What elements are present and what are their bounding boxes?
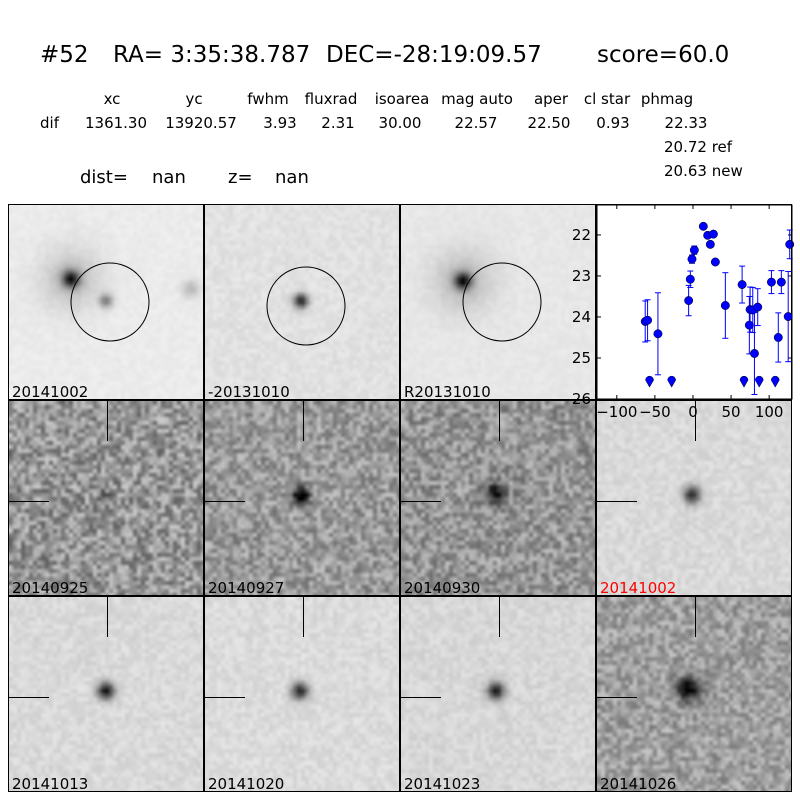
stamp-label: 20140927 xyxy=(208,579,285,596)
ra-value: RA= 3:35:38.787 xyxy=(113,42,311,68)
crosshair-vertical xyxy=(695,401,696,441)
stamp-image: 20140930 xyxy=(400,400,596,596)
stamp-image: 20141002 xyxy=(8,204,204,400)
stamp-label: 20141026 xyxy=(600,775,677,792)
stamp-image: -20131010 xyxy=(204,204,400,400)
col-header: phmag xyxy=(640,90,694,108)
crosshair-vertical xyxy=(303,401,304,441)
stamp-image: 20141002 xyxy=(596,400,792,596)
crosshair-horizontal xyxy=(9,501,49,502)
dec-value: DEC=-28:19:09.57 xyxy=(326,42,542,68)
new-mag: 20.63 new xyxy=(664,162,743,180)
cell-value: 22.33 xyxy=(664,114,708,132)
col-header: fwhm xyxy=(247,90,289,108)
col-header: fluxrad xyxy=(304,90,358,108)
crosshair-horizontal xyxy=(597,697,637,698)
col-header: mag auto xyxy=(441,90,513,108)
score-value: score=60.0 xyxy=(597,42,730,68)
aperture-circle xyxy=(266,266,346,346)
cell-value: 30.00 xyxy=(378,114,422,132)
crosshair-vertical xyxy=(499,597,500,637)
crosshair-horizontal xyxy=(205,501,245,502)
dist-value: nan xyxy=(152,167,186,188)
crosshair-vertical xyxy=(499,401,500,441)
stamp-label: 20141002 xyxy=(12,383,89,400)
crosshair-horizontal xyxy=(597,501,637,502)
stamp-label: R20131010 xyxy=(404,383,491,400)
z-value: nan xyxy=(275,167,309,188)
stamp-image: R20131010 xyxy=(400,204,596,400)
aperture-circle xyxy=(462,262,542,342)
crosshair-vertical xyxy=(107,597,108,637)
col-header: xc xyxy=(103,90,121,108)
crosshair-vertical xyxy=(107,401,108,441)
row-label: dif xyxy=(40,114,59,132)
stamp-label: 20140930 xyxy=(404,579,481,596)
cell-value: 22.57 xyxy=(454,114,498,132)
stamp-image: 20141026 xyxy=(596,596,792,792)
crosshair-vertical xyxy=(695,597,696,637)
cell-value: 3.93 xyxy=(263,114,297,132)
crosshair-horizontal xyxy=(401,501,441,502)
candidate-id: #52 xyxy=(40,42,89,68)
cell-value: 2.31 xyxy=(321,114,355,132)
col-header: isoarea xyxy=(374,90,430,108)
stamp-image: 20141023 xyxy=(400,596,596,792)
stamp-label: -20131010 xyxy=(208,383,290,400)
stamp-label: 20141023 xyxy=(404,775,481,792)
crosshair-vertical xyxy=(303,597,304,637)
crosshair-horizontal xyxy=(205,697,245,698)
cell-value: 1361.30 xyxy=(84,114,148,132)
stamp-image: 20141013 xyxy=(8,596,204,792)
stamp-label: 20141013 xyxy=(12,775,89,792)
col-header: yc xyxy=(185,90,203,108)
crosshair-horizontal xyxy=(9,697,49,698)
dist-label: dist= xyxy=(80,167,128,188)
stamp-image: 20140925 xyxy=(8,400,204,596)
stamp-label: 20141020 xyxy=(208,775,285,792)
light-curve-panel xyxy=(596,204,792,400)
col-header: aper xyxy=(533,90,569,108)
cell-value: 13920.57 xyxy=(165,114,237,132)
ref-mag: 20.72 ref xyxy=(664,138,733,156)
stamp-label: 20141002 xyxy=(600,579,677,596)
z-label: z= xyxy=(228,167,253,188)
stamp-label: 20140925 xyxy=(12,579,89,596)
aperture-circle xyxy=(70,262,150,342)
stamp-image: 20141020 xyxy=(204,596,400,792)
col-header: cl star xyxy=(583,90,631,108)
stamp-image: 20140927 xyxy=(204,400,400,596)
cell-value: 0.93 xyxy=(596,114,630,132)
cell-value: 22.50 xyxy=(527,114,571,132)
crosshair-horizontal xyxy=(401,697,441,698)
